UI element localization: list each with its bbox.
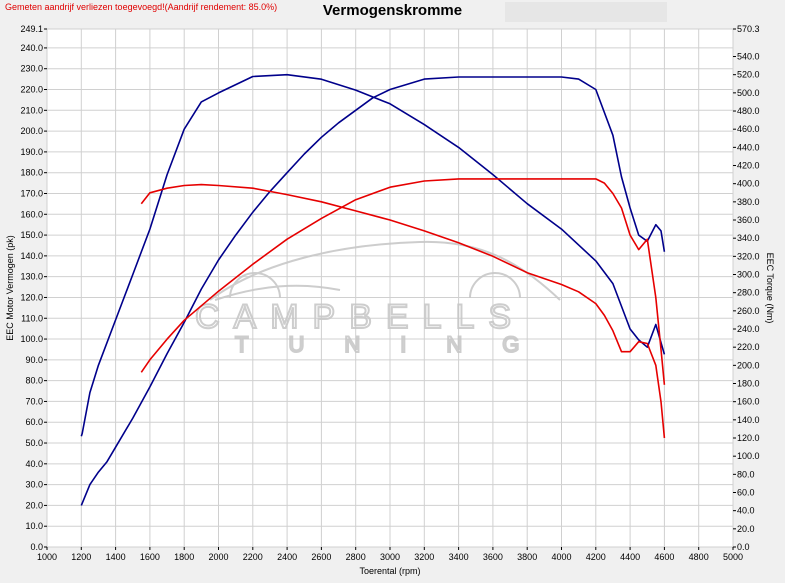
y-right-tick-label: 40.0 (737, 506, 755, 516)
x-tick-label: 1200 (71, 552, 91, 562)
tick-labels: 1000 1200 1400 1600 1800 2000 2200 2400 2600 2800… (20, 24, 759, 562)
y-right-tick-label: 0.0 (737, 542, 750, 552)
x-tick-label: 4600 (654, 552, 674, 562)
y-right-tick-label: 500.0 (737, 88, 760, 98)
y-left-tick-label: 80.0 (25, 376, 43, 386)
x-tick-label: 2800 (346, 552, 366, 562)
y-left-tick-label: 220.0 (20, 85, 43, 95)
y-right-tick-label: 180.0 (737, 379, 760, 389)
y-right-tick-label: 100.0 (737, 451, 760, 461)
chart-title: Vermogenskromme (322, 2, 463, 19)
y-right-tick-label: 140.0 (737, 415, 760, 425)
right-y-axis-label: EEC Torque (Nm) (765, 253, 775, 324)
x-tick-label: 2200 (243, 552, 263, 562)
y-right-tick-label: 120.0 (737, 433, 760, 443)
series-line-0-left (80, 76, 666, 506)
y-right-tick-label: 380.0 (737, 197, 760, 207)
x-tick-label: 1000 (37, 552, 57, 562)
x-tick-label: 2400 (277, 552, 297, 562)
x-tick-label: 2000 (208, 552, 228, 562)
y-left-tick-label: 190.0 (20, 147, 43, 157)
y-left-tick-label: 110.0 (21, 313, 43, 323)
y-left-tick-label: 150.0 (20, 230, 43, 240)
y-right-tick-label: 570.3 (737, 24, 760, 34)
y-right-tick-label: 420.0 (737, 161, 760, 171)
y-right-tick-label: 220.0 (737, 342, 760, 352)
y-left-tick-label: 90.0 (25, 355, 43, 365)
y-right-tick-label: 480.0 (737, 106, 760, 116)
x-tick-label: 4800 (689, 552, 709, 562)
x-tick-label: 3400 (449, 552, 469, 562)
y-right-tick-label: 80.0 (737, 469, 755, 479)
x-tick-label: 5000 (723, 552, 743, 562)
x-tick-label: 1400 (106, 552, 126, 562)
y-left-tick-label: 249.1 (20, 24, 43, 34)
x-axis-label: Toerental (rpm) (359, 566, 420, 576)
x-tick-label: 3600 (483, 552, 503, 562)
y-left-tick-label: 240.0 (20, 43, 43, 53)
y-left-tick-label: 170.0 (20, 188, 43, 198)
y-left-tick-label: 130.0 (20, 272, 43, 282)
series-line-2-left (140, 178, 666, 385)
y-right-tick-label: 400.0 (737, 179, 760, 189)
y-left-tick-label: 60.0 (25, 417, 43, 427)
y-right-tick-label: 320.0 (737, 251, 760, 261)
x-tick-label: 4000 (551, 552, 571, 562)
y-left-tick-label: 100.0 (20, 334, 43, 344)
y-right-tick-label: 160.0 (737, 397, 760, 407)
y-left-tick-label: 120.0 (20, 292, 43, 302)
y-right-tick-label: 340.0 (737, 233, 760, 243)
x-tick-label: 4200 (586, 552, 606, 562)
y-left-tick-label: 10.0 (25, 521, 43, 531)
series-line-3-right (140, 183, 666, 439)
campbells-tuning-watermark: CAMPBELLS TUNING (194, 240, 561, 358)
y-left-tick-label: 140.0 (20, 251, 43, 261)
gridlines (46, 28, 734, 548)
y-right-tick-label: 200.0 (737, 360, 760, 370)
y-left-tick-label: 30.0 (25, 480, 43, 490)
x-tick-label: 2600 (311, 552, 331, 562)
y-right-tick-label: 540.0 (737, 52, 760, 62)
y-right-tick-label: 20.0 (737, 524, 755, 534)
y-right-tick-label: 60.0 (737, 488, 755, 498)
watermark-line2: TUNING (235, 332, 559, 357)
x-tick-label: 3200 (414, 552, 434, 562)
y-left-tick-label: 210.0 (20, 105, 43, 115)
y-right-tick-label: 360.0 (737, 215, 760, 225)
y-right-tick-label: 280.0 (737, 288, 760, 298)
y-left-tick-label: 0.0 (30, 542, 43, 552)
title-highlight-box (505, 2, 667, 22)
series-line-1-right (80, 73, 666, 437)
y-right-tick-label: 240.0 (737, 324, 760, 334)
drivetrain-loss-note: Gemeten aandrijf verliezen toegevoegd!(A… (5, 2, 278, 12)
y-right-tick-label: 520.0 (737, 70, 760, 80)
y-right-tick-label: 440.0 (737, 142, 760, 152)
y-left-tick-label: 50.0 (25, 438, 43, 448)
y-right-tick-label: 260.0 (737, 306, 760, 316)
y-left-tick-label: 20.0 (25, 500, 43, 510)
x-tick-label: 1800 (174, 552, 194, 562)
y-left-tick-label: 180.0 (20, 168, 43, 178)
left-y-axis-label: EEC Motor Vermogen (pk) (5, 235, 15, 341)
x-tick-label: 3800 (517, 552, 537, 562)
y-left-tick-label: 230.0 (20, 64, 43, 74)
y-right-tick-label: 300.0 (737, 270, 760, 280)
series-layer (80, 73, 666, 506)
watermark-line1: CAMPBELLS (195, 298, 525, 336)
y-left-tick-label: 40.0 (25, 459, 43, 469)
x-tick-label: 3000 (380, 552, 400, 562)
y-left-tick-label: 160.0 (20, 209, 43, 219)
y-right-tick-label: 460.0 (737, 124, 760, 134)
x-tick-label: 1600 (140, 552, 160, 562)
x-tick-label: 4400 (620, 552, 640, 562)
y-left-tick-label: 200.0 (20, 126, 43, 136)
watermark-car-outline (209, 240, 561, 301)
y-left-tick-label: 70.0 (25, 396, 43, 406)
